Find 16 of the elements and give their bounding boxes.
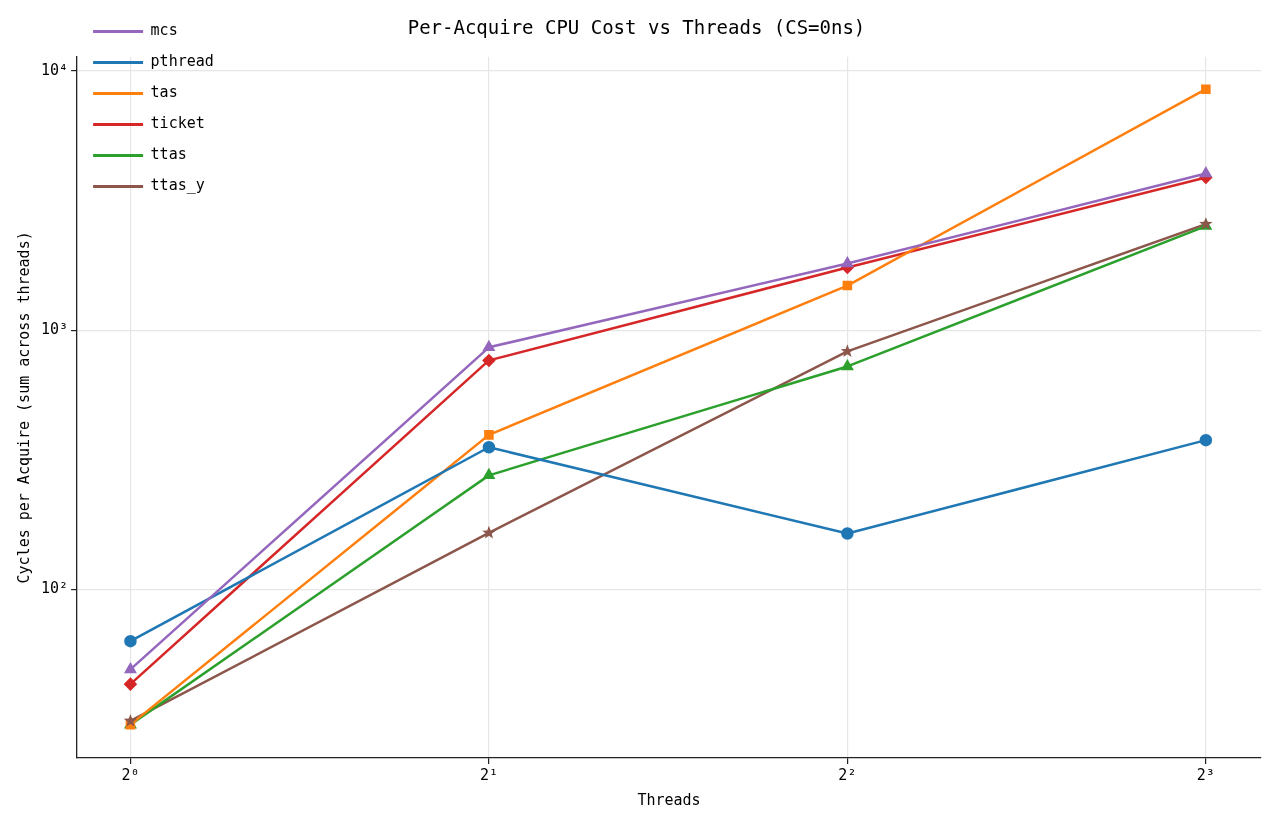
x-tick-label: 2³ (1196, 765, 1215, 784)
x-tick-label: 2² (838, 765, 857, 784)
legend-label: mcs (150, 21, 178, 40)
y-tick-label: 10⁴ (41, 60, 69, 79)
y-axis-title: Cycles per Acquire (sum across threads) (14, 231, 33, 584)
x-tick-label: 2¹ (479, 765, 498, 784)
x-axis-title: Threads (637, 790, 701, 809)
y-tick-label: 10³ (41, 320, 69, 338)
legend-label: ticket (150, 114, 205, 133)
y-tick-label: 10² (41, 579, 69, 598)
legend-label: ttas (150, 145, 187, 164)
chart-title: Per-Acquire CPU Cost vs Threads (CS=0ns) (407, 16, 866, 39)
x-tick-label: 2⁰ (121, 765, 140, 784)
legend-label: tas (150, 83, 178, 102)
legend-label: ttas_y (150, 176, 205, 195)
legend-label: pthread (150, 52, 214, 71)
